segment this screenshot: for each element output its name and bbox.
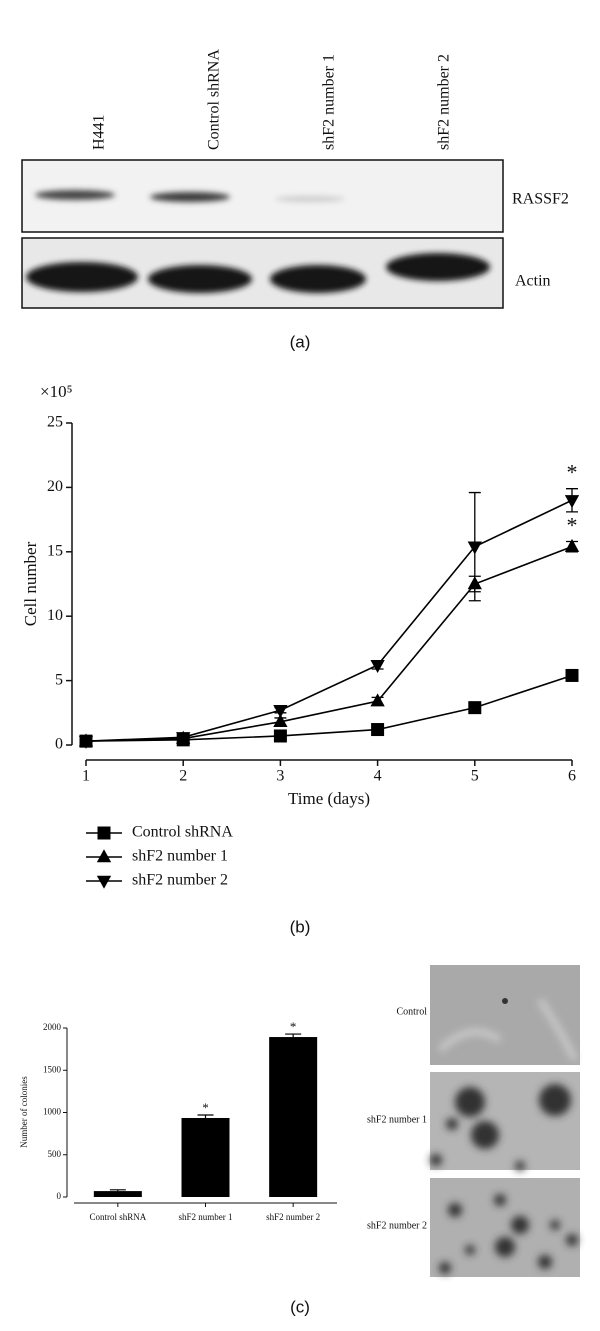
y-tick-label: 0 xyxy=(57,1191,62,1201)
data-point xyxy=(371,723,385,737)
data-point xyxy=(370,693,385,707)
caption: (b) xyxy=(290,917,311,936)
blot-bands xyxy=(26,253,490,293)
y-multiplier: ×10⁵ xyxy=(40,382,73,401)
bar xyxy=(181,1117,230,1197)
annotation: * xyxy=(290,1019,297,1034)
micrograph xyxy=(430,965,580,1065)
legend-label: shF2 number 1 xyxy=(132,848,228,865)
data-point xyxy=(273,729,287,743)
caption: (a) xyxy=(290,332,311,351)
data-point xyxy=(467,541,482,555)
x-tick-label: 5 xyxy=(471,768,479,785)
y-tick-label: 0 xyxy=(55,736,63,753)
data-point xyxy=(468,701,482,715)
y-tick-label: 25 xyxy=(47,414,63,431)
y-axis-label: Number of colonies xyxy=(19,1076,29,1148)
data-point xyxy=(565,668,579,682)
row-label: RASSF2 xyxy=(512,191,569,208)
data-point xyxy=(564,495,580,509)
x-tick-label: 2 xyxy=(179,768,187,785)
data-point xyxy=(564,538,580,552)
error-bar xyxy=(109,1189,126,1192)
x-tick-label: 6 xyxy=(568,768,576,785)
caption: (c) xyxy=(290,1297,310,1316)
row-label: Actin xyxy=(515,273,551,290)
data-point xyxy=(273,714,288,728)
lane-label: shF2 number 2 xyxy=(436,54,453,150)
x-axis-label: Time (days) xyxy=(288,789,370,808)
data-point xyxy=(78,735,94,749)
annotation: * xyxy=(567,513,578,538)
y-axis-label: Cell number xyxy=(21,541,40,626)
series-line xyxy=(85,545,573,742)
micrograph-label: shF2 number 2 xyxy=(367,1220,427,1231)
error-bar xyxy=(197,1114,214,1118)
legend-marker xyxy=(96,875,112,889)
lane-label: Control shRNA xyxy=(206,49,223,150)
series-line xyxy=(85,674,573,742)
annotation: * xyxy=(202,1100,209,1115)
micrographs: Control shF2 number 1 shF2 number 2 xyxy=(367,965,580,1277)
legend-label: Control shRNA xyxy=(132,824,233,841)
data-point xyxy=(273,705,288,719)
y-tick-label: 5 xyxy=(55,671,63,688)
x-tick-label: Control shRNA xyxy=(89,1212,146,1222)
x-tick-label: shF2 number 1 xyxy=(179,1212,233,1222)
data-point xyxy=(370,659,385,673)
y-tick-label: 1500 xyxy=(43,1064,62,1074)
x-tick-label: 1 xyxy=(82,768,90,785)
x-tick-label: 4 xyxy=(374,768,382,785)
blot-panel: H441 Control shRNA shF2 number 1 shF2 nu… xyxy=(21,49,569,351)
bar xyxy=(93,1191,142,1197)
annotation: * xyxy=(567,460,578,485)
line-chart: ×10⁵ Cell number Time (days) (b) 0510152… xyxy=(21,382,580,936)
y-tick-label: 500 xyxy=(48,1149,62,1159)
series-line xyxy=(85,499,573,742)
micrograph-label: Control xyxy=(396,1006,427,1017)
error-bar xyxy=(285,1033,302,1038)
data-point xyxy=(176,732,191,746)
bar-chart: Number of colonies 0 500 1000 1500 2000 Contr… xyxy=(19,1019,337,1222)
legend-marker xyxy=(97,826,111,840)
bar xyxy=(269,1037,318,1197)
legend-label: shF2 number 2 xyxy=(132,872,228,889)
micrograph-label: shF2 number 1 xyxy=(367,1114,427,1125)
x-tick-label: 3 xyxy=(276,768,284,785)
lane-label: shF2 number 1 xyxy=(321,54,338,150)
legend-marker xyxy=(96,849,112,863)
x-tick-label: shF2 number 2 xyxy=(266,1212,320,1222)
y-tick-label: 15 xyxy=(47,542,63,559)
blot-bands xyxy=(35,190,345,202)
y-tick-label: 10 xyxy=(47,607,63,624)
lane-label: H441 xyxy=(91,114,108,150)
y-tick-label: 2000 xyxy=(43,1022,62,1032)
y-tick-label: 20 xyxy=(47,478,63,495)
y-tick-label: 1000 xyxy=(43,1107,62,1117)
